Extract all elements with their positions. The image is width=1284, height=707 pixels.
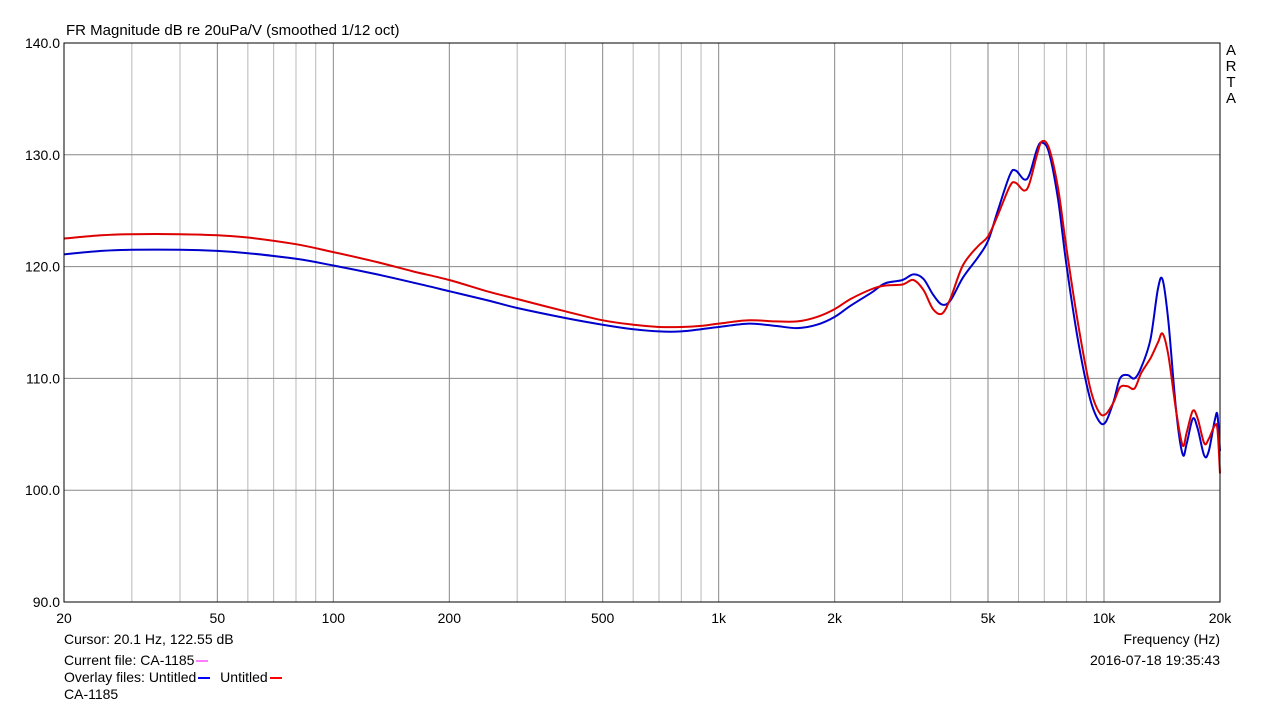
x-tick-label: 5k <box>981 610 997 626</box>
y-tick-label: 90.0 <box>33 594 60 610</box>
x-tick-label: 200 <box>438 610 462 626</box>
arta-watermark: A R T A <box>1223 43 1239 107</box>
y-tick-label: 120.0 <box>25 259 60 275</box>
x-tick-label: 10k <box>1093 610 1117 626</box>
series-lines <box>63 139 1221 474</box>
y-tick-label: 110.0 <box>26 370 60 386</box>
plot-frame <box>63 42 1221 603</box>
overlay-file-2-name: Untitled <box>220 669 268 685</box>
x-tick-label: 2k <box>827 610 843 626</box>
cursor-readout: Cursor: 20.1 Hz, 122.55 dB <box>64 631 234 647</box>
overlay-files: Overlay files: Untitled Untitled <box>64 669 288 685</box>
footer-file-name: CA-1185 <box>64 686 119 702</box>
series-line-2 <box>63 139 1221 474</box>
watermark-letter: R <box>1225 58 1237 75</box>
overlay-file-1-swatch <box>198 677 211 680</box>
series-line-1 <box>63 141 1221 459</box>
x-axis-tick-labels: 20 50 100 200 500 1k 2k 5k 10k 20k <box>56 610 1232 626</box>
current-file: Current file: CA-1185 <box>64 652 214 668</box>
watermark-letter: T <box>1226 74 1236 91</box>
overlay-file-1-name: Untitled <box>148 669 197 685</box>
x-tick-label: 20 <box>56 610 72 626</box>
y-axis-tick-labels: 90.0 100.0 110.0 120.0 130.0 140.0 <box>25 35 60 610</box>
x-tick-label: 100 <box>322 610 346 626</box>
current-file-label: Current file: CA-1185 <box>64 652 195 668</box>
x-tick-label: 20k <box>1209 610 1233 626</box>
y-tick-label: 140.0 <box>25 35 60 51</box>
watermark-letter: A <box>1225 90 1236 107</box>
current-file-color-swatch <box>196 660 209 663</box>
chart-title: FR Magnitude dB re 20uPa/V (smoothed 1/1… <box>66 22 400 39</box>
watermark-letter: A <box>1225 42 1236 59</box>
grid-lines <box>64 43 1220 602</box>
overlay-file-2-swatch <box>269 677 282 680</box>
timestamp: 2016-07-18 19:35:43 <box>1090 652 1220 668</box>
x-tick-label: 1k <box>711 610 727 626</box>
y-tick-label: 100.0 <box>25 482 60 498</box>
y-tick-label: 130.0 <box>25 147 60 163</box>
x-tick-label: 500 <box>591 610 615 626</box>
x-tick-label: 50 <box>210 610 226 626</box>
x-axis-label: Frequency (Hz) <box>1123 631 1220 647</box>
overlay-files-label: Overlay files: <box>64 669 145 685</box>
